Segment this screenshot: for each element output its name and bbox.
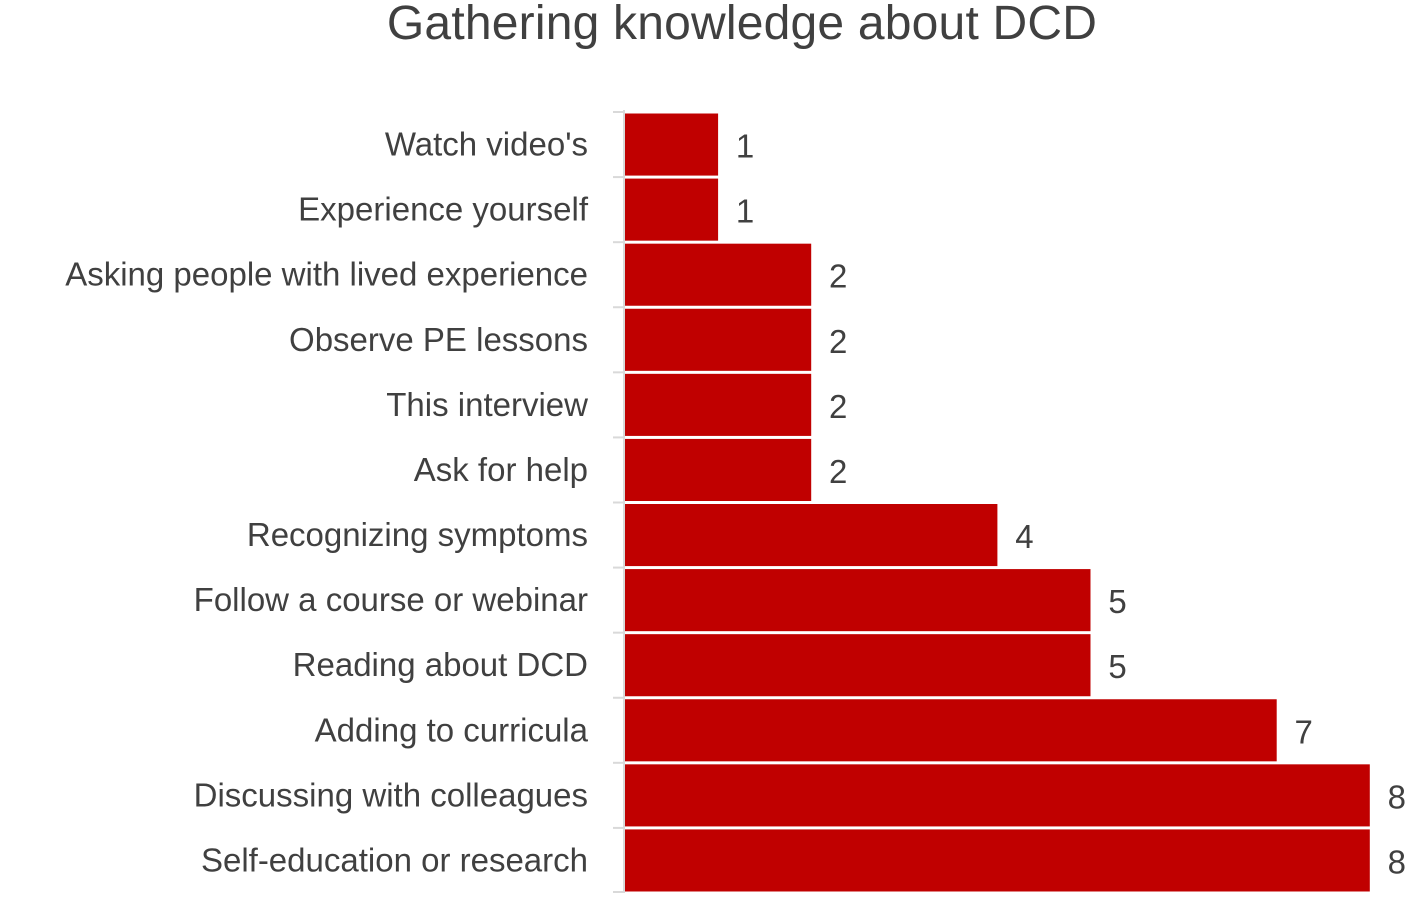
data-label: 5 — [1108, 648, 1126, 685]
data-label: 2 — [829, 323, 847, 360]
data-label: 2 — [829, 258, 847, 295]
bar — [625, 764, 1370, 827]
data-label: 2 — [829, 388, 847, 425]
category-label: Reading about DCD — [293, 646, 588, 683]
data-label: 8 — [1388, 778, 1406, 815]
category-label: This interview — [386, 386, 588, 423]
bar — [625, 113, 719, 176]
chart-title: Gathering knowledge about DCD — [386, 0, 1098, 50]
data-label: 7 — [1295, 713, 1313, 750]
bar — [625, 569, 1091, 632]
category-label: Ask for help — [414, 451, 588, 488]
category-label: Observe PE lessons — [289, 321, 588, 358]
bar — [625, 634, 1091, 697]
category-label: Follow a course or webinar — [194, 581, 588, 618]
category-label: Experience yourself — [298, 191, 589, 228]
bar — [625, 699, 1277, 762]
data-label: 5 — [1108, 583, 1126, 620]
bar — [625, 373, 812, 436]
data-label: 4 — [1015, 518, 1033, 555]
bar — [625, 504, 998, 567]
category-label: Self-education or research — [201, 841, 588, 878]
data-label: 2 — [829, 453, 847, 490]
data-label: 8 — [1388, 843, 1406, 880]
data-label: 1 — [736, 193, 754, 230]
category-label: Recognizing symptoms — [247, 516, 588, 553]
category-label: Asking people with lived experience — [65, 256, 588, 293]
bar — [625, 243, 812, 306]
category-label: Adding to curricula — [315, 711, 589, 748]
category-label: Watch video's — [385, 126, 588, 163]
bar — [625, 829, 1370, 892]
bar — [625, 178, 719, 241]
bar — [625, 308, 812, 371]
category-label: Discussing with colleagues — [194, 776, 588, 813]
bar — [625, 438, 812, 501]
data-label: 1 — [736, 128, 754, 165]
